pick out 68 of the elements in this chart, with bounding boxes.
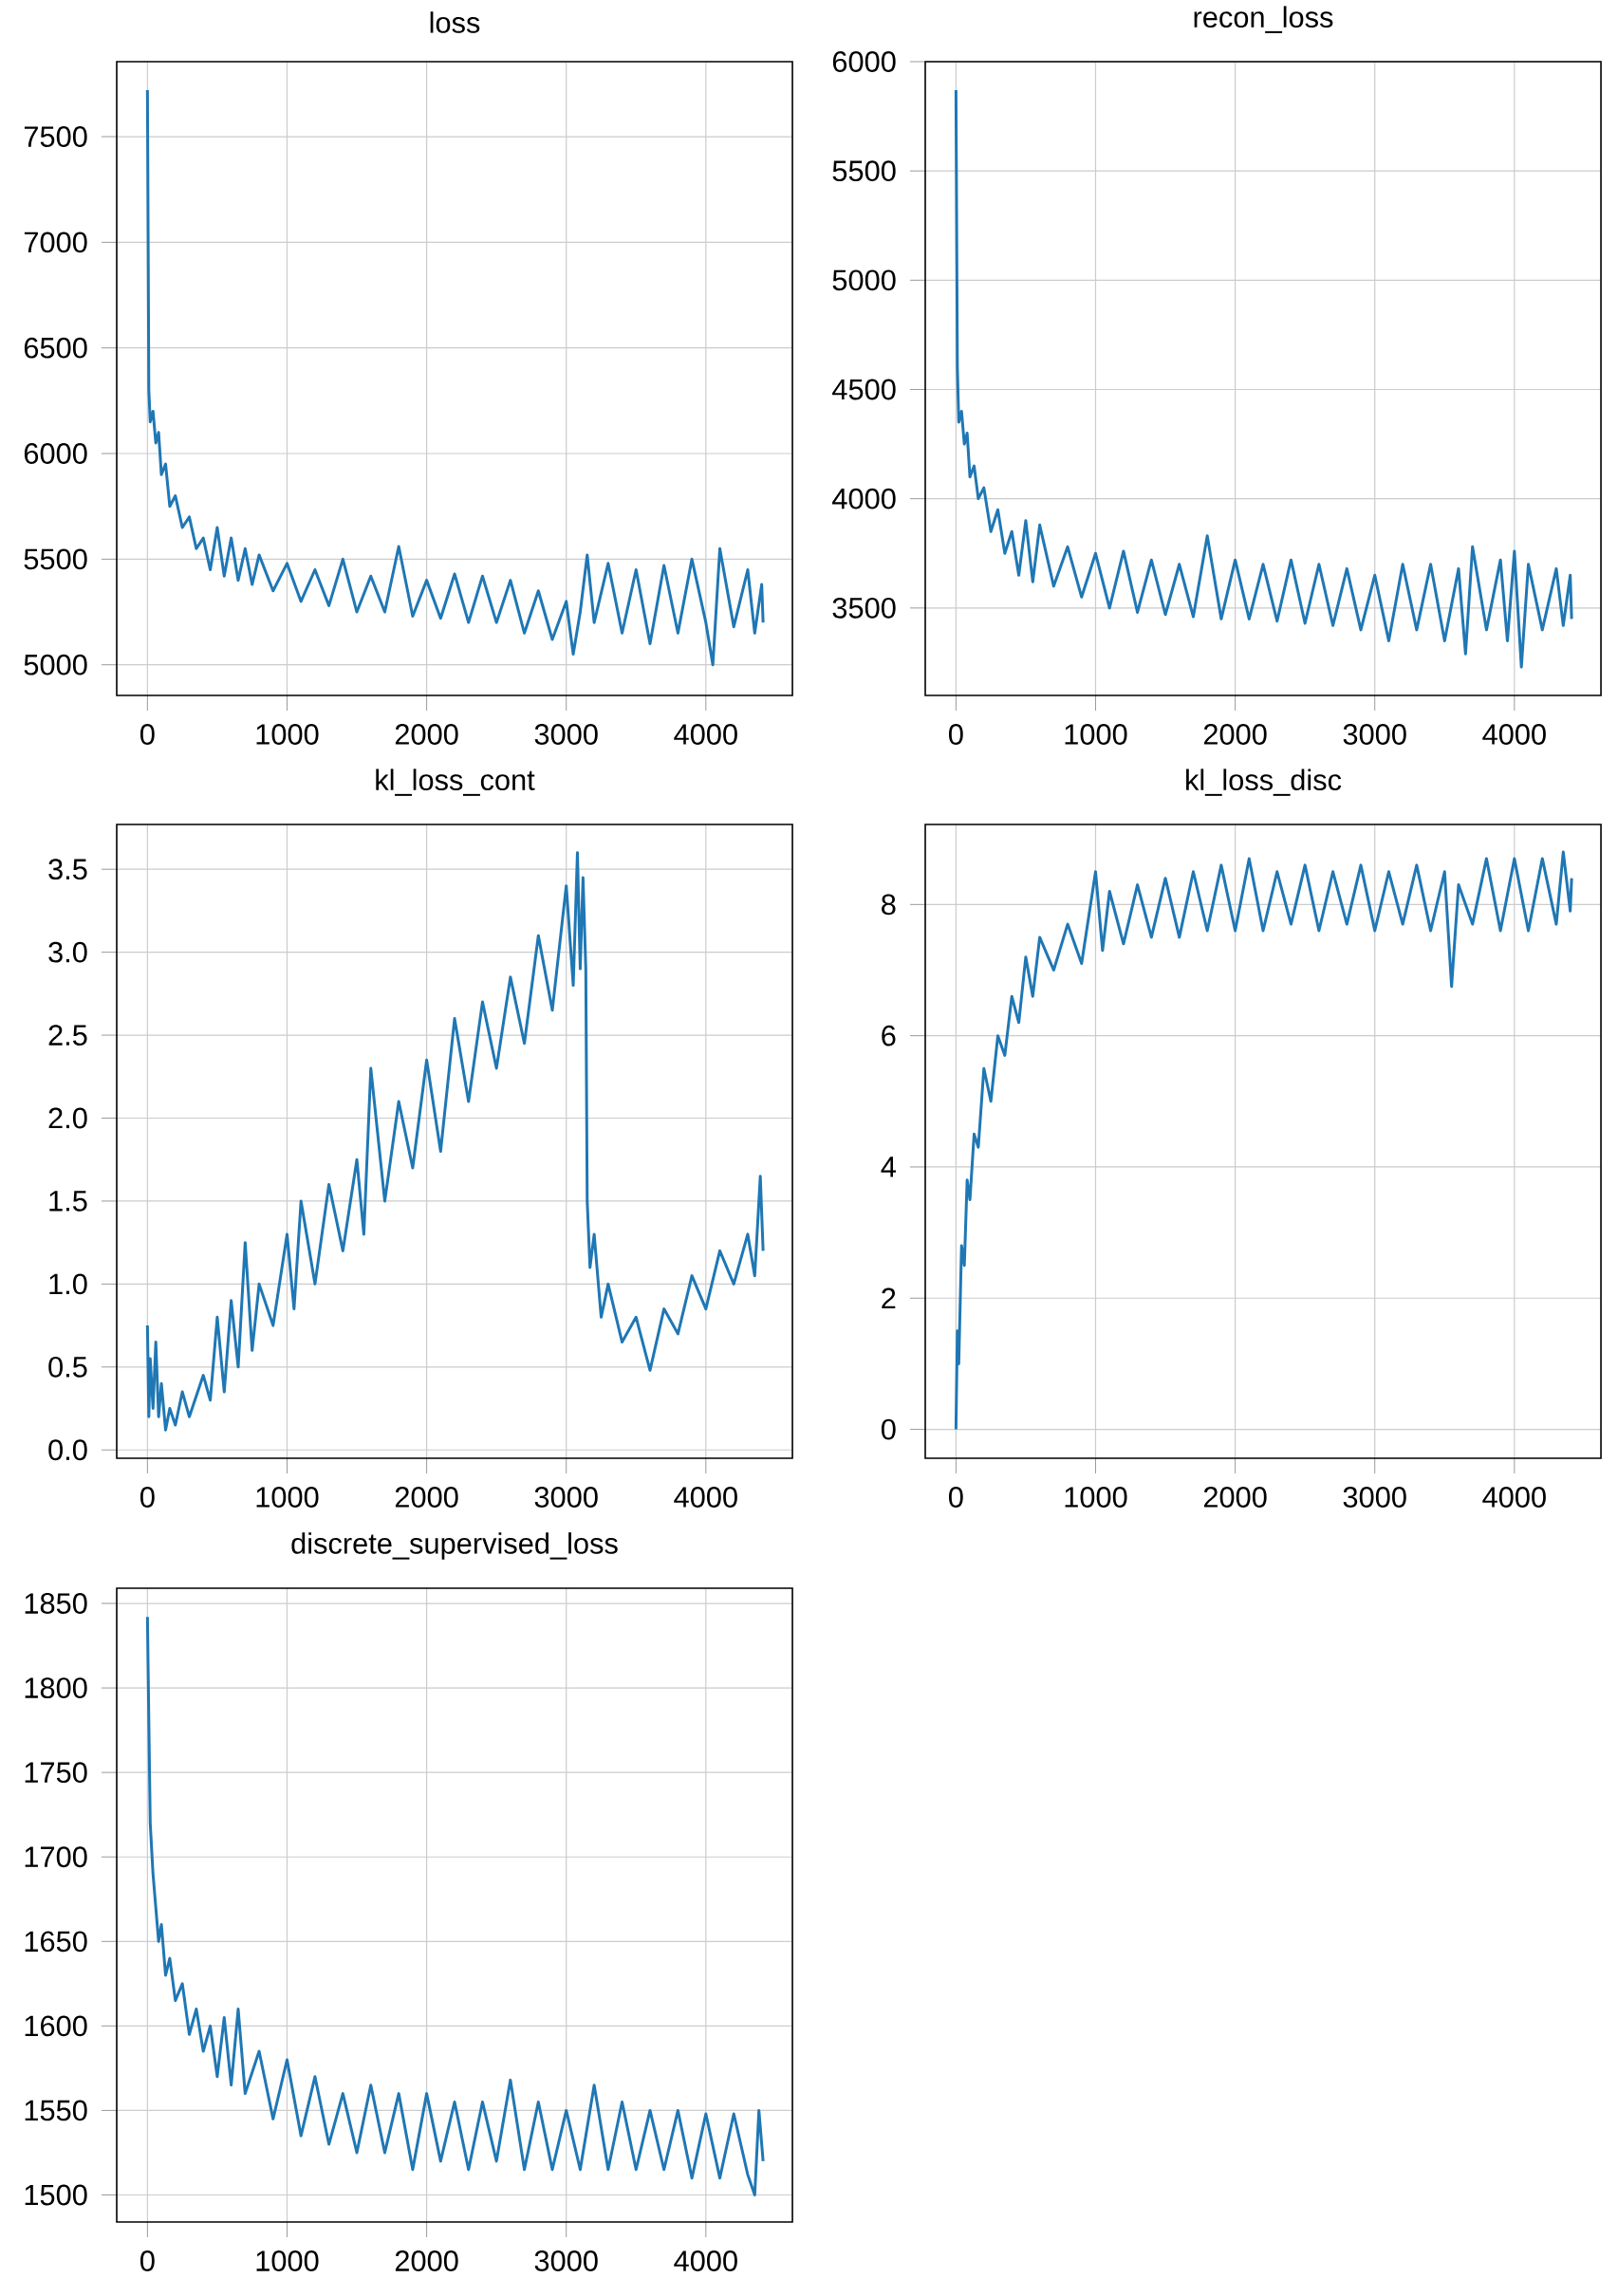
y-tick-label: 1850 (25, 1593, 87, 1614)
y-tick-label: 6000 (24, 443, 87, 464)
x-tick-label: 1000 (1065, 1487, 1127, 1508)
chart-title: kl_loss_cont (376, 768, 535, 796)
x-tick-label: 4000 (674, 724, 737, 745)
chart-title: kl_loss_disc (1186, 768, 1342, 796)
x-tick-label: 2000 (395, 1487, 458, 1508)
x-tick-label: 2000 (395, 2250, 458, 2271)
y-tick-label: 6000 (832, 51, 896, 72)
line-series (954, 850, 1573, 1432)
y-tick-label: 8 (882, 894, 896, 916)
x-tick-label: 1000 (256, 2250, 319, 2271)
y-tick-label: 3.5 (48, 859, 87, 880)
x-tick-label: 3000 (1343, 1487, 1406, 1508)
x-tick-label: 3000 (534, 1487, 598, 1508)
y-tick-label: 1.5 (49, 1191, 87, 1212)
x-tick-label: 4000 (1482, 724, 1546, 745)
x-tick-label: 4000 (1482, 1487, 1546, 1508)
x-tick-label: 2000 (395, 724, 458, 745)
line-series (954, 88, 1573, 669)
x-tick-label: 0 (139, 724, 155, 745)
x-tick-label: 3000 (534, 724, 598, 745)
x-tick-label: 4000 (674, 2250, 737, 2271)
x-tick-label: 3000 (1343, 724, 1406, 745)
y-tick-label: 2 (882, 1287, 896, 1309)
x-tick-label: 1000 (256, 724, 319, 745)
y-tick-label: 0 (881, 1418, 896, 1440)
y-tick-label: 1550 (25, 2100, 87, 2121)
x-tick-label: 0 (139, 2250, 155, 2271)
y-tick-label: 7000 (24, 231, 87, 253)
chart-title: discrete_supervised_loss (291, 1532, 618, 1560)
line-series (145, 851, 765, 1432)
x-tick-label: 0 (140, 1487, 155, 1508)
y-tick-label: 1700 (25, 1846, 87, 1868)
y-tick-label: 5500 (832, 160, 896, 182)
y-tick-label: 1500 (25, 2184, 87, 2206)
y-tick-label: 3.0 (48, 941, 87, 963)
x-tick-label: 1000 (1065, 724, 1127, 745)
x-tick-label: 1000 (256, 1487, 319, 1508)
y-tick-label: 3500 (832, 597, 896, 619)
y-tick-label: 4 (881, 1157, 896, 1177)
y-tick-label: 4500 (832, 379, 896, 400)
chart-title: loss (430, 11, 480, 33)
y-tick-label: 4000 (832, 488, 896, 509)
x-tick-label: 3000 (534, 2250, 598, 2271)
y-tick-label: 6500 (24, 337, 87, 359)
y-tick-label: 1650 (25, 1931, 87, 1953)
y-tick-label: 1.0 (49, 1273, 87, 1295)
y-tick-label: 1750 (25, 1762, 87, 1784)
y-tick-label: 5500 (24, 548, 87, 570)
y-tick-label: 1800 (25, 1677, 87, 1699)
y-tick-label: 1600 (25, 2015, 87, 2037)
y-tick-label: 5000 (832, 269, 896, 291)
x-tick-label: 2000 (1203, 724, 1267, 745)
chart-title: recon_loss (1194, 6, 1333, 33)
y-tick-label: 6 (882, 1025, 896, 1046)
y-tick-label: 2.0 (48, 1107, 87, 1129)
line-series (145, 88, 765, 667)
x-tick-label: 4000 (674, 1487, 737, 1508)
x-tick-label: 0 (949, 724, 963, 745)
y-tick-label: 2.5 (48, 1025, 87, 1046)
y-tick-label: 5000 (24, 654, 87, 676)
y-tick-label: 0.5 (48, 1356, 87, 1378)
y-tick-label: 7500 (24, 126, 87, 147)
x-tick-label: 0 (949, 1487, 963, 1508)
line-series (145, 1615, 765, 2196)
x-tick-label: 2000 (1203, 1487, 1267, 1508)
y-tick-label: 0.0 (48, 1439, 87, 1461)
